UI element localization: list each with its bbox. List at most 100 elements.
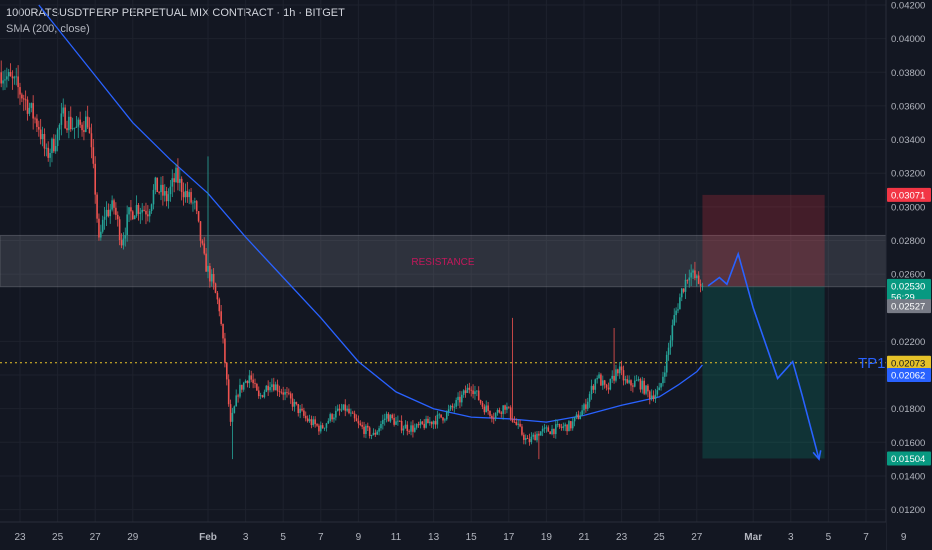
candle (244, 379, 247, 384)
candle-body (276, 384, 279, 392)
candle (336, 404, 339, 412)
candle (156, 177, 159, 193)
candle-body (588, 394, 591, 402)
candle-body (551, 428, 553, 435)
candle (594, 378, 597, 394)
candle-body (199, 221, 202, 241)
candle (442, 417, 444, 424)
price-tick-label: 0.02200 (891, 337, 925, 348)
candle (618, 361, 621, 379)
candle-body (291, 398, 294, 407)
candle-body (699, 283, 702, 286)
candle (359, 420, 362, 427)
price-tick-label: 0.03800 (891, 68, 925, 79)
candle (492, 412, 495, 424)
candle (64, 104, 66, 130)
candle-body (363, 426, 365, 434)
candle (455, 397, 457, 409)
price-badge-text: 56:29 (891, 292, 915, 303)
candle-body (39, 129, 42, 140)
candle-body (43, 133, 46, 149)
candle-body (0, 72, 2, 84)
candle (671, 319, 674, 347)
candle (656, 385, 659, 397)
candle-body (547, 427, 550, 432)
candle (498, 407, 501, 414)
candle-body (680, 288, 683, 298)
candle (160, 176, 162, 201)
candle (107, 203, 110, 218)
candle-body (257, 390, 260, 397)
candle-body (357, 421, 360, 424)
candle-body (376, 431, 378, 435)
time-tick-label: 29 (127, 532, 139, 543)
candle (649, 389, 651, 405)
candle (303, 407, 305, 419)
candle (436, 410, 439, 429)
candle-body (632, 385, 634, 387)
candle-body (419, 421, 422, 426)
candle (34, 116, 36, 124)
candle (141, 203, 143, 221)
candle (635, 375, 638, 382)
resistance-label: RESISTANCE (411, 257, 474, 268)
candle-body (673, 315, 676, 326)
candle (541, 425, 544, 437)
candle (263, 389, 266, 399)
candle (368, 426, 371, 439)
candle-body (361, 424, 363, 427)
candle-body (177, 167, 179, 183)
time-tick-label: 9 (356, 532, 362, 543)
candle (551, 425, 553, 436)
candle (158, 191, 160, 195)
candle (62, 98, 65, 117)
candle-body (154, 177, 157, 190)
candle (195, 200, 198, 215)
candle (628, 375, 630, 385)
candle-body (38, 126, 40, 130)
candle (590, 379, 593, 400)
candle-body (9, 71, 12, 77)
candle-body (677, 309, 679, 311)
candle (530, 432, 533, 445)
candle-body (224, 338, 226, 363)
candle (0, 60, 2, 88)
candle-body (308, 419, 311, 422)
candle (233, 405, 236, 414)
candle (419, 418, 422, 429)
candle (94, 156, 96, 204)
candle (481, 400, 484, 410)
candle (378, 425, 380, 436)
candle (585, 398, 587, 413)
candle (282, 386, 284, 401)
candle (179, 168, 181, 192)
candle-body (304, 415, 307, 419)
candle-body (383, 418, 386, 420)
candle-body (675, 310, 677, 316)
candle-body (66, 128, 68, 131)
candle-body (60, 113, 63, 125)
candle-body (143, 209, 145, 211)
candle (679, 293, 681, 310)
candle-body (295, 401, 298, 405)
candle-body (412, 425, 414, 432)
candle-body (665, 354, 668, 373)
candle-body (476, 390, 478, 392)
candle-body (299, 408, 301, 414)
candle (404, 420, 407, 429)
candle (148, 208, 151, 223)
indicator-legend[interactable]: SMA (200, close) (6, 23, 90, 35)
candle (517, 419, 519, 429)
candle-body (242, 382, 245, 390)
candle-body (329, 414, 331, 421)
candle (624, 375, 627, 385)
candle (132, 210, 134, 220)
candle (39, 119, 42, 145)
candle (445, 410, 448, 421)
candle-body (417, 424, 420, 426)
candle-body (239, 384, 241, 397)
candle-body (577, 414, 580, 419)
candle (273, 377, 275, 392)
candle-body (212, 273, 215, 284)
